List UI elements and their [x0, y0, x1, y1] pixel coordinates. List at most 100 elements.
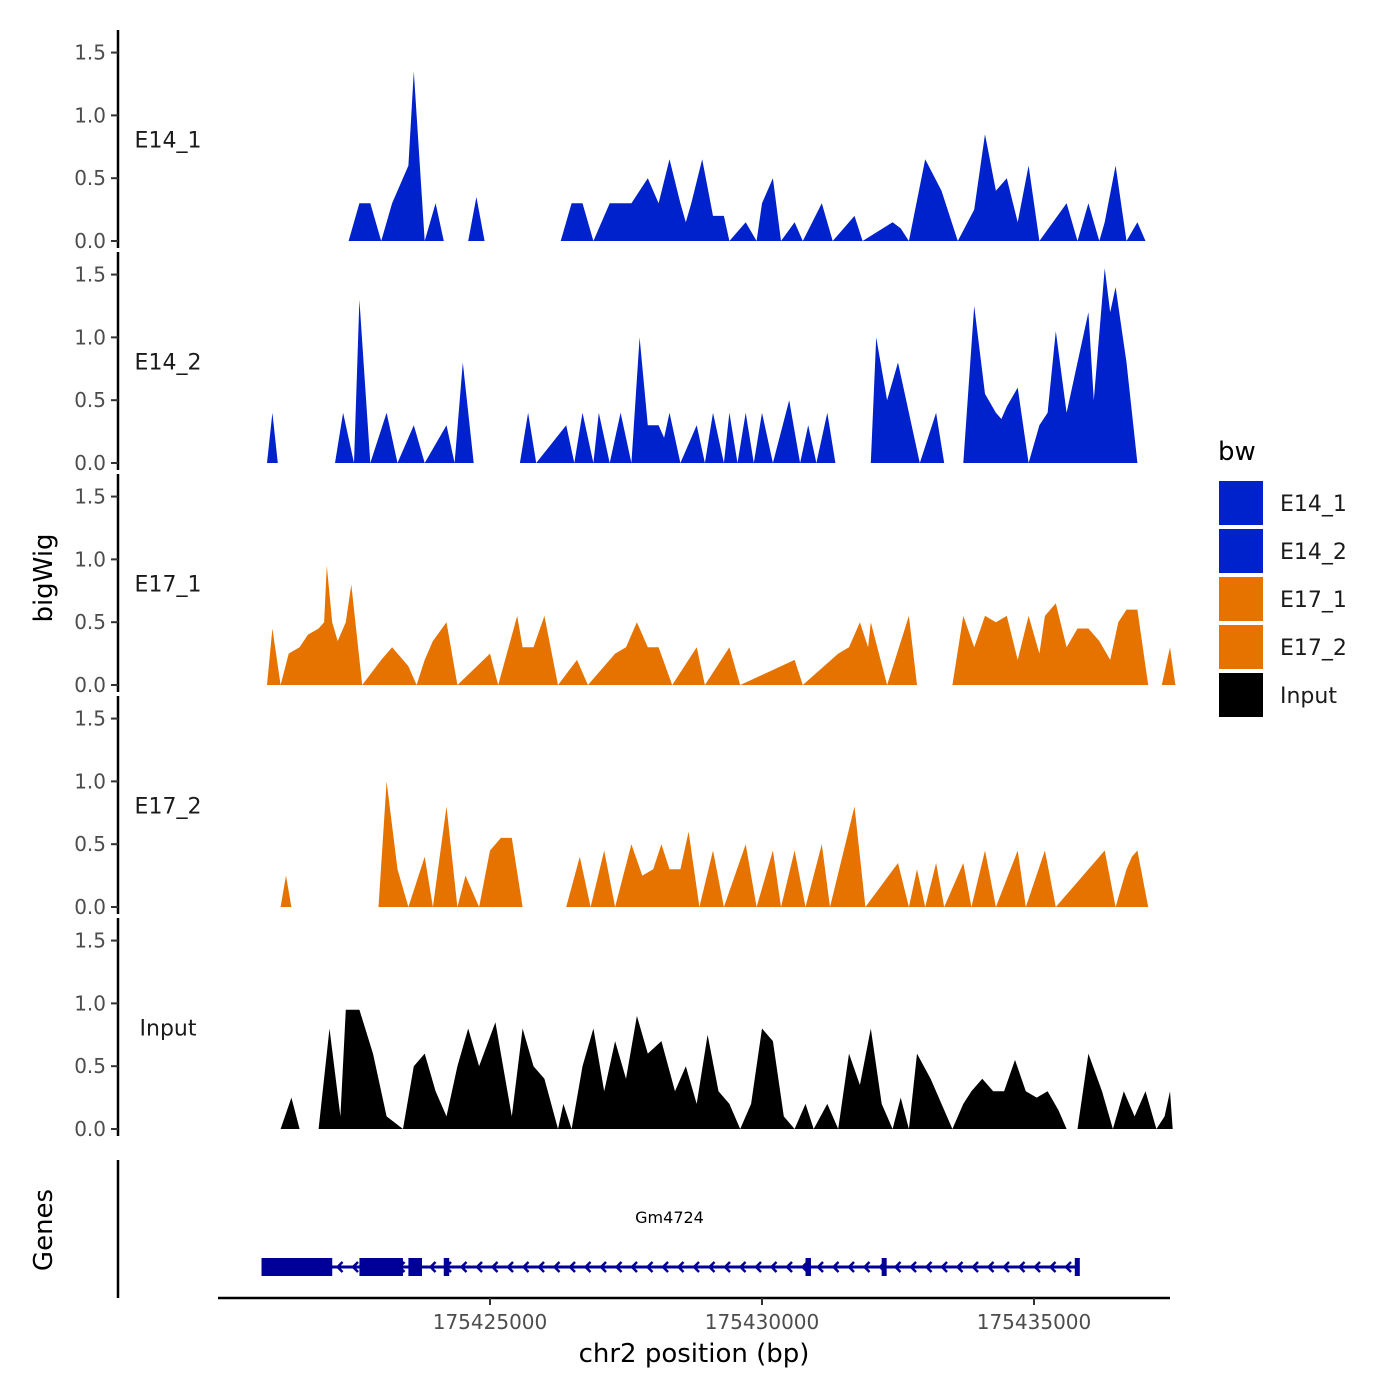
strand-arrow	[568, 1261, 576, 1273]
gene-exon	[408, 1258, 422, 1276]
strand-arrow	[459, 1261, 468, 1273]
strand-arrow	[490, 1261, 499, 1273]
x-axis: 175425000 175430000 175435000	[218, 1296, 1170, 1334]
genes-axis-title: Genes	[29, 1189, 59, 1271]
x-tick-label: 175425000	[433, 1310, 548, 1334]
strand-arrow	[1064, 1261, 1072, 1273]
strand-arrow	[862, 1261, 871, 1273]
y-tick-label: 1.5	[74, 485, 106, 509]
track-E17_2: 0.0 0.5 1.0 1.5 E17_2	[74, 696, 1149, 919]
gene-name: Gm4724	[635, 1208, 704, 1227]
strand-arrow	[537, 1261, 545, 1273]
signal-area-Input	[280, 1009, 1173, 1129]
track-E14_2: 0.0 0.5 1.0 1.5 E14_2	[74, 252, 1149, 475]
y-axis-title: bigWig	[29, 533, 59, 622]
legend-swatch	[1217, 671, 1265, 719]
signal-area-E17_1	[267, 565, 1176, 685]
y-tick-label: 1.5	[74, 707, 106, 731]
y-tick-label: 1.5	[74, 41, 106, 65]
track-E17_1: 0.0 0.5 1.0 1.5 E17_1	[74, 474, 1176, 697]
legend-title: bw	[1218, 437, 1256, 467]
track-Input: 0.0 0.5 1.0 1.5 Input	[74, 918, 1173, 1141]
track-label: Input	[140, 1016, 197, 1041]
y-tick-label: 0.0	[74, 451, 106, 475]
strand-arrow	[645, 1261, 654, 1273]
y-tick-label: 1.0	[74, 547, 106, 571]
track-label: E14_2	[135, 350, 202, 375]
strand-arrow	[1048, 1261, 1057, 1273]
x-tick-label: 175430000	[705, 1310, 820, 1334]
strand-arrow	[475, 1261, 483, 1273]
y-tick-label: 0.5	[74, 166, 106, 190]
y-tick-label: 0.0	[74, 673, 106, 697]
y-tick-label: 1.0	[74, 103, 106, 127]
track-label: E17_2	[135, 794, 202, 819]
y-tick-label: 0.5	[74, 832, 106, 856]
strand-arrow	[552, 1261, 561, 1273]
legend-swatch	[1217, 527, 1265, 575]
strand-arrow	[893, 1261, 902, 1273]
strand-arrow	[583, 1261, 592, 1273]
strand-arrow	[754, 1261, 762, 1273]
strand-arrow	[831, 1261, 840, 1273]
gene-exon	[443, 1258, 450, 1276]
bigwig-tracks: 0.0 0.5 1.0 1.5 E14_1 0.0 0.5 1.0 1.5 E14_2 0.0 0.5…	[74, 30, 1176, 1141]
legend-swatch	[1217, 623, 1265, 671]
strand-arrow	[1017, 1261, 1026, 1273]
legend-label: Input	[1280, 684, 1337, 709]
strand-arrow	[738, 1261, 747, 1273]
strand-arrow	[506, 1261, 514, 1273]
strand-arrow	[351, 1261, 359, 1273]
track-label: E17_1	[135, 572, 202, 597]
legend-label: E17_2	[1280, 636, 1347, 661]
strand-arrow	[630, 1261, 638, 1273]
track-E14_1: 0.0 0.5 1.0 1.5 E14_1	[74, 30, 1146, 253]
gene-exon	[1074, 1258, 1080, 1276]
y-tick-label: 0.0	[74, 895, 106, 919]
strand-arrow	[692, 1261, 700, 1273]
gene-exon	[261, 1258, 333, 1276]
strand-arrow	[521, 1261, 530, 1273]
y-tick-label: 0.5	[74, 610, 106, 634]
y-tick-label: 1.0	[74, 769, 106, 793]
strand-arrow	[971, 1261, 979, 1273]
strand-arrow	[707, 1261, 716, 1273]
x-axis-title: chr2 position (bp)	[579, 1339, 810, 1369]
gene-exon	[881, 1258, 887, 1276]
y-tick-label: 0.5	[74, 388, 106, 412]
strand-arrow	[428, 1261, 437, 1273]
strand-arrow	[1002, 1261, 1010, 1273]
strand-arrow	[785, 1261, 793, 1273]
signal-area-E14_1	[348, 71, 1146, 242]
y-tick-label: 0.5	[74, 1054, 106, 1078]
legend-label: E14_2	[1280, 540, 1347, 565]
legend-label: E17_1	[1280, 588, 1347, 613]
legend-swatch	[1217, 479, 1265, 527]
strand-arrow	[723, 1261, 731, 1273]
x-tick-label: 175435000	[977, 1310, 1092, 1334]
strand-arrow	[335, 1261, 344, 1273]
y-tick-label: 0.0	[74, 229, 106, 253]
gene-exon	[359, 1258, 403, 1276]
signal-area-E17_2	[280, 781, 1149, 907]
strand-arrow	[769, 1261, 778, 1273]
y-tick-label: 1.5	[74, 263, 106, 287]
legend-label: E14_1	[1280, 492, 1347, 517]
strand-arrow	[955, 1261, 964, 1273]
legend: bw E14_1 E14_2 E17_1 E17_2 Input	[1217, 437, 1347, 719]
strand-arrow	[599, 1261, 607, 1273]
strand-arrow	[909, 1261, 917, 1273]
legend-swatch	[1217, 575, 1265, 623]
strand-arrow	[614, 1261, 623, 1273]
signal-area-E14_2	[267, 268, 1149, 463]
strand-arrow	[924, 1261, 933, 1273]
strand-arrow	[847, 1261, 855, 1273]
strand-arrow	[676, 1261, 685, 1273]
y-tick-label: 1.5	[74, 929, 106, 953]
y-tick-label: 0.0	[74, 1117, 106, 1141]
track-label: E14_1	[135, 128, 202, 153]
strand-arrow	[986, 1261, 995, 1273]
strand-arrow	[816, 1261, 824, 1273]
y-tick-label: 1.0	[74, 325, 106, 349]
